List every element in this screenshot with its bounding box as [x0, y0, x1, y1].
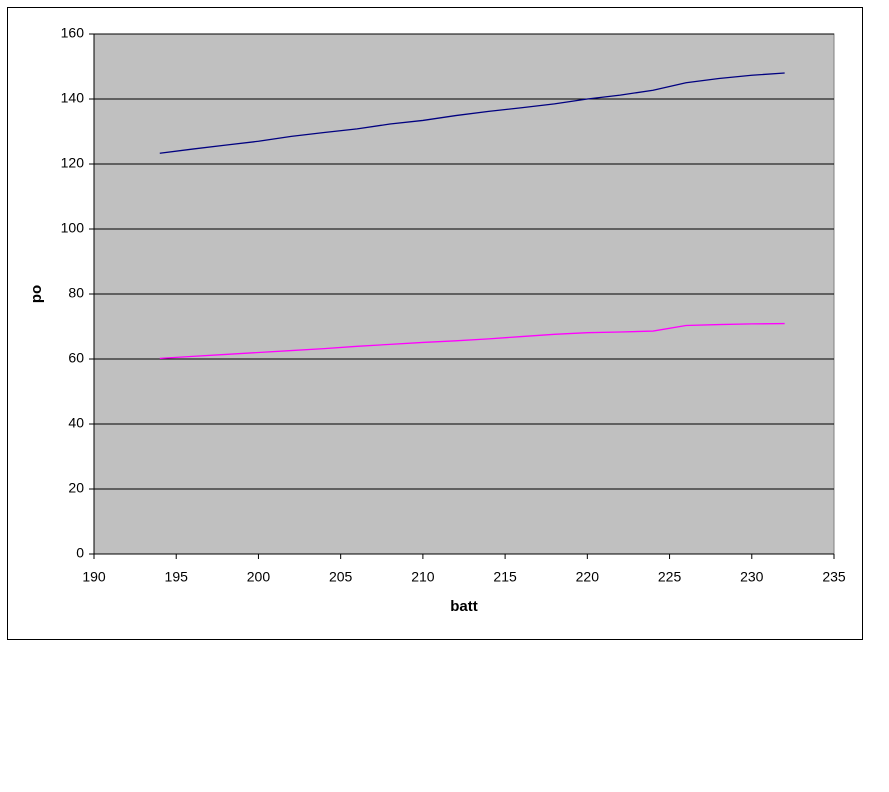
y-tick-label: 100: [61, 220, 85, 236]
y-axis-label: po: [28, 285, 45, 303]
y-tick-label: 140: [61, 90, 85, 106]
y-tick-label: 160: [61, 25, 85, 41]
series-line: [159, 322, 785, 359]
x-tick-label: 200: [247, 569, 271, 585]
x-tick-label: 190: [82, 569, 106, 585]
x-tick-label: 230: [740, 569, 764, 585]
y-tick-label: 60: [68, 350, 84, 366]
y-tick-label: 80: [68, 285, 84, 301]
x-tick-label: 235: [822, 569, 846, 585]
y-tick-label: 0: [76, 545, 84, 561]
x-tick-label: 205: [329, 569, 353, 585]
series-line: [159, 72, 785, 154]
y-tick-label: 20: [68, 480, 84, 496]
x-tick-label: 220: [576, 569, 600, 585]
x-tick-label: 210: [411, 569, 435, 585]
x-tick-label: 215: [493, 569, 517, 585]
x-tick-label: 195: [165, 569, 189, 585]
y-tick-label: 120: [61, 155, 85, 171]
x-axis-label: batt: [450, 598, 478, 615]
x-tick-label: 225: [658, 569, 682, 585]
y-tick-label: 40: [68, 415, 84, 431]
